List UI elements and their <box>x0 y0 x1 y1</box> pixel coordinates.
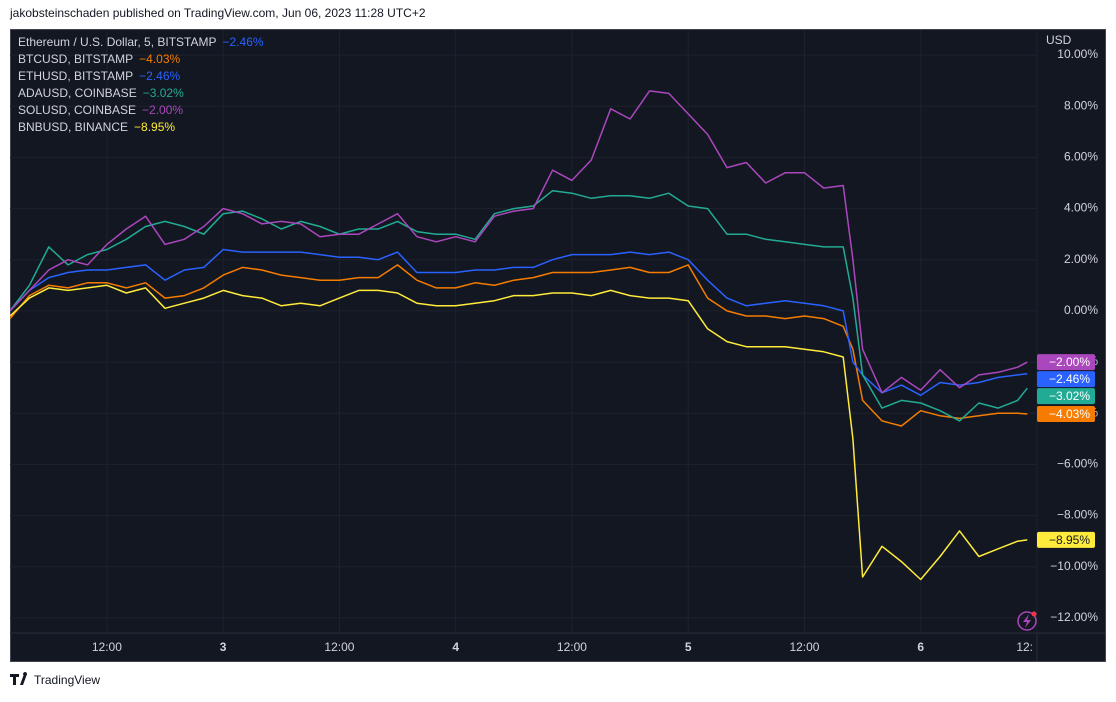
price-badge-box <box>1037 371 1095 388</box>
x-tick-label: 12: <box>1016 640 1033 654</box>
axis: 10.00% 8.00% 6.00% 4.00% 2.00% 0.00% −2.00% −4.… <box>92 47 1098 654</box>
y-tick-label: 0.00% <box>1064 303 1098 317</box>
x-tick-label: 4 <box>452 640 459 654</box>
series-line <box>10 264 1028 427</box>
legend-entry: SOLUSD, COINBASE −2.00% <box>18 103 183 117</box>
x-tick-label: 6 <box>917 640 924 654</box>
chart-frame <box>10 29 1106 662</box>
brand-name: TradingView <box>34 673 100 687</box>
legend-entry: ETHUSD, BITSTAMP −2.46% <box>18 69 180 83</box>
y-tick-label: −6.00% <box>1057 457 1098 471</box>
price-badge-box <box>1037 531 1095 548</box>
price-badge: −3.02% <box>1037 388 1095 405</box>
symbol-change: −2.46% <box>223 35 264 49</box>
lines <box>10 90 1028 581</box>
series-line <box>10 189 1028 422</box>
price-badge: −4.03% <box>1037 406 1095 423</box>
legend-value: −3.02% <box>143 86 184 100</box>
y-tick-label: 6.00% <box>1064 150 1098 164</box>
lightning-icon <box>1017 611 1037 631</box>
x-tick-label: 3 <box>220 640 227 654</box>
published-line: jakobsteinschaden published on TradingVi… <box>9 6 426 20</box>
series-line <box>10 90 1028 394</box>
legend-name: BTCUSD, BITSTAMP <box>18 52 133 66</box>
legend-value: −8.95% <box>134 120 175 134</box>
legend-name: ADAUSD, COINBASE <box>18 86 137 100</box>
y-tick-label: −12.00% <box>1050 610 1098 624</box>
legend-value: −2.46% <box>139 69 180 83</box>
axis-unit: USD <box>1046 33 1072 47</box>
legend-name: BNBUSD, BINANCE <box>18 120 128 134</box>
legend-value: −4.03% <box>139 52 180 66</box>
series-line <box>10 284 1028 581</box>
brand-logo <box>10 672 28 685</box>
legend-entry: BNBUSD, BINANCE −8.95% <box>18 120 175 134</box>
x-tick-label: 5 <box>685 640 692 654</box>
legend-name: ETHUSD, BITSTAMP <box>18 69 133 83</box>
price-badge-box <box>1037 354 1095 371</box>
price-badge: −2.00% <box>1037 354 1095 371</box>
legend-entry: ADAUSD, COINBASE −3.02% <box>18 86 184 100</box>
legend: Ethereum / U.S. Dollar, 5, BITSTAMP −2.46… <box>18 35 264 134</box>
price-badge-label: −3.02% <box>1049 389 1090 403</box>
price-badge-label: −8.95% <box>1049 533 1090 547</box>
y-tick-label: 2.00% <box>1064 252 1098 266</box>
price-badge-label: −2.46% <box>1049 372 1090 386</box>
legend-value: −2.00% <box>142 103 183 117</box>
x-tick-label: 12:00 <box>324 640 354 654</box>
symbol-name: Ethereum / U.S. Dollar, 5, BITSTAMP <box>18 35 217 49</box>
price-badge-label: −2.00% <box>1049 355 1090 369</box>
legend-entry: BTCUSD, BITSTAMP −4.03% <box>18 52 180 66</box>
price-badge-label: −4.03% <box>1049 407 1090 421</box>
x-tick-label: 12:00 <box>92 640 122 654</box>
grid <box>10 30 1038 633</box>
y-tick-label: −10.00% <box>1050 559 1098 573</box>
x-tick-label: 12:00 <box>557 640 587 654</box>
price-badge-box <box>1037 406 1095 423</box>
x-tick-label: 12:00 <box>789 640 819 654</box>
y-tick-label: 4.00% <box>1064 201 1098 215</box>
price-badge: −2.46% <box>1037 371 1095 388</box>
legend-name: SOLUSD, COINBASE <box>18 103 136 117</box>
legend-symbol: Ethereum / U.S. Dollar, 5, BITSTAMP −2.46… <box>18 35 264 49</box>
price-badge: −8.95% <box>1037 531 1095 548</box>
price-badge-box <box>1037 388 1095 405</box>
y-tick-label: 8.00% <box>1064 98 1098 112</box>
y-tick-label: −8.00% <box>1057 508 1098 522</box>
y-tick-label: 10.00% <box>1057 47 1098 61</box>
